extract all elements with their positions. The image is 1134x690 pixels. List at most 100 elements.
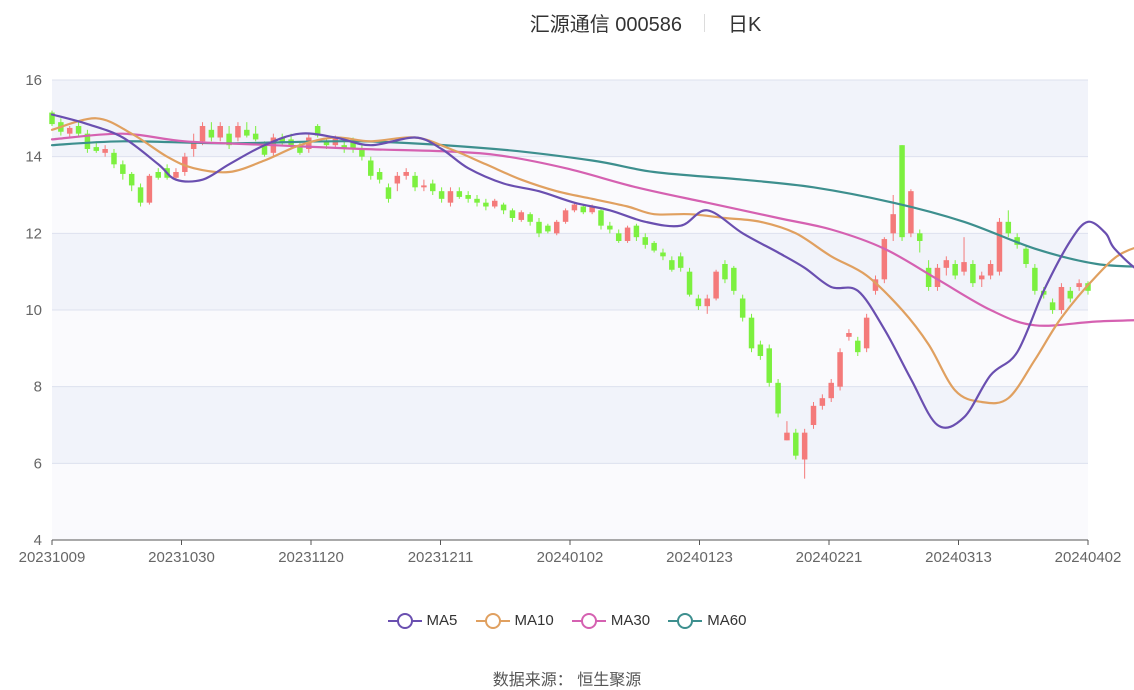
legend-marker-ma30 xyxy=(571,612,606,629)
candle-body xyxy=(881,239,888,280)
legend-label-ma30: MA30 xyxy=(610,612,651,629)
candle-body xyxy=(589,206,595,213)
candle-body xyxy=(615,233,622,241)
candle-body xyxy=(359,149,365,157)
candle-body xyxy=(607,225,613,230)
candle-body xyxy=(509,210,516,218)
moving-average-lines xyxy=(50,113,1134,429)
y-tick-label: 12 xyxy=(25,225,42,242)
candle-body xyxy=(66,127,73,134)
y-tick-label: 4 xyxy=(34,532,42,549)
period-title: 日K xyxy=(728,14,762,36)
candle-body xyxy=(775,382,781,414)
candle-body xyxy=(527,214,533,222)
candle-body xyxy=(536,221,542,234)
candle-body xyxy=(624,227,631,241)
candle-body xyxy=(190,141,197,149)
legend-item-ma10[interactable]: MA10 xyxy=(475,612,554,629)
legend-label-ma10: MA10 xyxy=(514,612,554,629)
candle-body xyxy=(996,221,1003,272)
y-tick-label: 14 xyxy=(25,149,42,166)
candle-body xyxy=(491,200,498,207)
candle-body xyxy=(49,112,55,125)
x-tick-label: 20240123 xyxy=(666,549,733,566)
legend-label-ma60: MA60 xyxy=(707,612,747,629)
band xyxy=(52,310,1088,387)
legend-marker-ma5 xyxy=(387,612,422,629)
legend-label-ma5: MA5 xyxy=(426,612,458,629)
candle-body xyxy=(793,432,799,456)
candle-body xyxy=(120,164,126,174)
candle-body xyxy=(93,147,100,151)
candle-body xyxy=(297,145,303,153)
candle-body xyxy=(695,298,702,307)
candle-body xyxy=(403,172,409,176)
candle-body xyxy=(713,271,719,299)
candle-body xyxy=(1085,283,1091,291)
candle-body xyxy=(1058,287,1065,310)
legend-marker-ma60 xyxy=(668,612,703,629)
candle-body xyxy=(686,271,693,295)
x-tick-label: 20240221 xyxy=(796,549,863,566)
candle-body xyxy=(987,264,994,276)
candle-body xyxy=(925,267,932,287)
candle-body xyxy=(739,298,746,318)
candle-body xyxy=(810,405,817,425)
candle-body xyxy=(970,264,976,284)
axes: 4 6 8 10 12 14 16 20231009 20231030 20231120 20231… xyxy=(19,72,1122,566)
x-tick-label: 20231120 xyxy=(278,549,344,566)
candles xyxy=(49,110,1091,479)
line-ma60 xyxy=(50,140,1134,268)
title-separator xyxy=(704,14,705,32)
candle-body xyxy=(757,344,764,356)
background-bands xyxy=(52,80,1088,540)
candle-body xyxy=(137,187,144,203)
legend-item-ma5[interactable]: MA5 xyxy=(387,612,458,629)
candle-body xyxy=(801,432,808,460)
candle-body xyxy=(766,348,772,383)
candle-body xyxy=(155,172,162,178)
candle-body xyxy=(111,152,117,165)
x-tick-label: 20231030 xyxy=(148,549,215,566)
candle-body xyxy=(651,242,657,251)
candle-body xyxy=(128,173,135,186)
candle-body xyxy=(580,206,587,213)
y-tick-label: 8 xyxy=(34,379,42,396)
candle-body xyxy=(1005,221,1012,234)
band xyxy=(52,463,1088,540)
candle-body xyxy=(899,145,905,238)
candle-body xyxy=(943,260,950,268)
line-ma10 xyxy=(50,117,1134,405)
candle-body xyxy=(500,204,507,211)
legend-item-ma60[interactable]: MA60 xyxy=(668,612,746,629)
candle-body xyxy=(102,149,108,153)
candle-body xyxy=(368,160,374,176)
candle-body xyxy=(438,191,445,199)
candle-body xyxy=(261,145,268,155)
candle-body xyxy=(518,212,525,220)
legend-item-ma30[interactable]: MA30 xyxy=(571,612,651,629)
candle-body xyxy=(447,191,454,203)
candle-body xyxy=(279,137,285,144)
candle-body xyxy=(217,126,223,138)
candle-body xyxy=(846,333,852,337)
candle-body xyxy=(199,126,206,142)
chart-title: 汇源通信 000586 日K xyxy=(0,8,1134,38)
candle-body xyxy=(819,398,826,406)
candle-body xyxy=(75,126,82,134)
candle-body xyxy=(146,175,153,203)
x-tick-label: 20231211 xyxy=(408,549,474,566)
candle-body xyxy=(633,225,640,238)
candle-body xyxy=(978,275,985,280)
candle-body xyxy=(350,141,356,149)
candle-body xyxy=(84,133,91,149)
candle-body xyxy=(722,264,728,280)
candle-body xyxy=(890,214,896,234)
candle-body xyxy=(952,264,958,276)
candle-body xyxy=(837,352,843,387)
candle-body xyxy=(376,172,383,180)
candle-body xyxy=(1049,302,1056,310)
candle-body xyxy=(1067,290,1074,299)
candle-body xyxy=(863,317,870,349)
candle-body xyxy=(252,133,259,140)
